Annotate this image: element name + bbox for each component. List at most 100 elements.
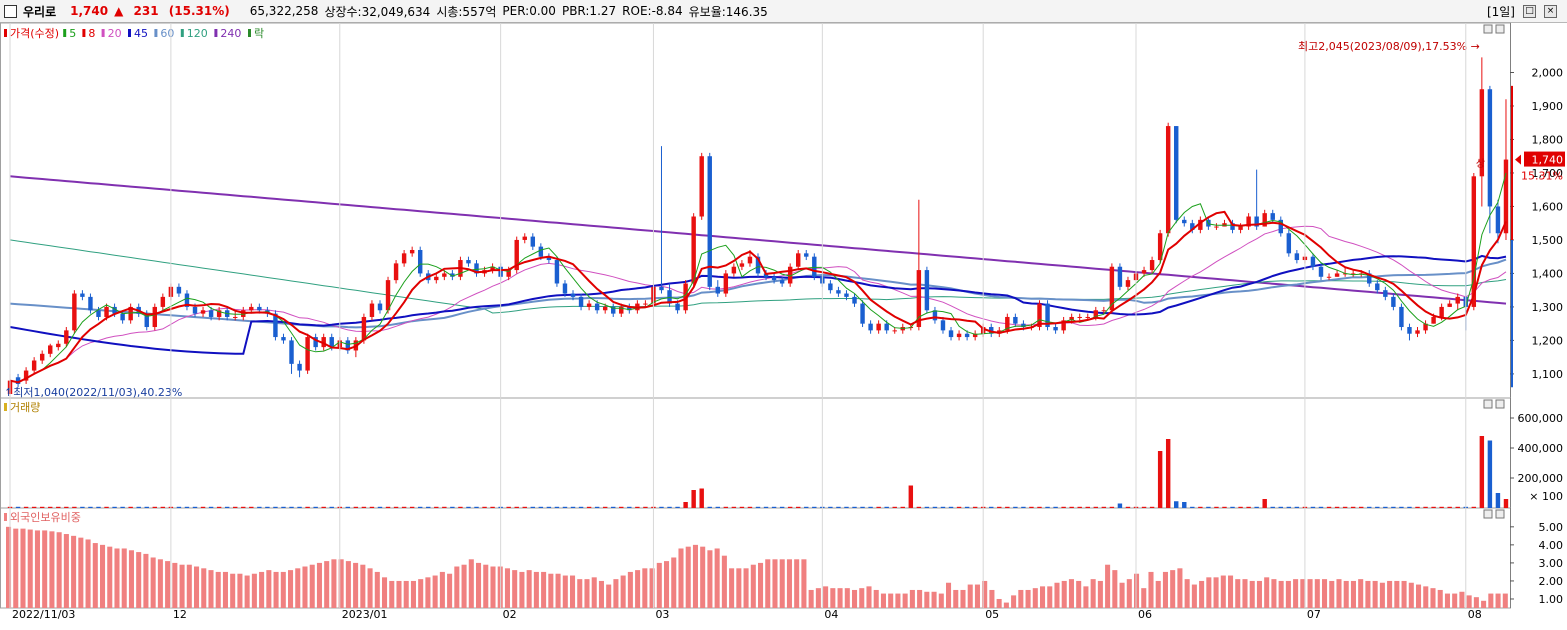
panel-close-button-1[interactable]	[1495, 399, 1505, 409]
candle-body	[200, 310, 206, 314]
foreign-bar	[815, 588, 821, 608]
volume-bar	[128, 506, 133, 508]
stock-chart[interactable]: 2,000 1,900 1,800 1,700 1,600 1,500 1,400 1,300…	[0, 22, 1567, 630]
foreign-bar	[1256, 580, 1262, 608]
foreign-bar	[721, 555, 727, 608]
candle-body	[1495, 206, 1501, 234]
foreign-bar	[302, 566, 308, 608]
foreign-bar	[700, 546, 706, 608]
float-ratio: 유보율:146.35	[688, 4, 768, 19]
candle-body	[562, 283, 568, 294]
foreign-bars	[6, 526, 1508, 608]
volume-bar	[1165, 439, 1171, 508]
foreign-bar	[533, 571, 539, 608]
x-axis-label: 04	[824, 608, 838, 621]
candle-body	[377, 303, 383, 311]
candle-body	[48, 345, 53, 354]
candle-body	[257, 306, 262, 311]
current-price: 1,740	[70, 4, 109, 18]
foreign-bar	[1025, 589, 1031, 608]
foreign-bar	[382, 577, 388, 608]
close-icon[interactable]: ×	[1544, 5, 1557, 18]
foreign-bar	[136, 552, 142, 608]
foreign-bar	[34, 530, 40, 608]
volume-bar	[1101, 506, 1107, 508]
volume-bar	[683, 502, 688, 508]
maximize-icon[interactable]: □	[1523, 5, 1536, 18]
foreign-bar	[1170, 570, 1176, 608]
foreign-bar	[1184, 579, 1190, 608]
stock-name[interactable]: 우리로	[23, 4, 57, 19]
foreign-bar	[685, 546, 691, 608]
foreign-bar	[692, 544, 698, 608]
volume-bar	[152, 506, 158, 508]
foreign-bar	[1206, 577, 1212, 608]
foreign-bar	[208, 570, 214, 608]
foreign-bar	[251, 573, 257, 608]
candle-body	[160, 296, 166, 307]
x-axis-label: 08	[1468, 608, 1482, 621]
foreign-bar	[880, 593, 886, 608]
panel-close-button-0[interactable]	[1495, 24, 1505, 34]
candle-body	[1109, 266, 1115, 311]
foreign-bar	[519, 571, 525, 608]
volume-bar	[401, 506, 407, 508]
volume-bar	[940, 506, 946, 508]
foreign-bar	[729, 568, 735, 608]
volume-bar	[1399, 506, 1404, 508]
volume-bar	[554, 506, 560, 508]
panel-minimize-button-1[interactable]	[1483, 399, 1493, 409]
candle-body	[329, 337, 334, 348]
foreign-bar	[743, 568, 749, 608]
foreign-bar	[946, 582, 952, 608]
legend-item: 5	[69, 27, 76, 40]
candle-body	[15, 377, 21, 384]
foreign-bar	[179, 564, 185, 608]
candle-body	[747, 256, 753, 264]
volume-bar	[305, 506, 310, 508]
volume-bar	[1447, 506, 1452, 508]
candle-body	[1198, 219, 1203, 230]
legend-swatch	[154, 29, 158, 37]
foreign-bar	[324, 561, 330, 608]
foreign-bar	[396, 580, 402, 608]
period-selector[interactable]: [1일]	[1486, 5, 1515, 19]
panel-minimize-button-0[interactable]	[1483, 24, 1493, 34]
volume-bar	[1141, 506, 1147, 508]
candle-body	[1503, 159, 1509, 234]
candle-body	[1407, 327, 1412, 334]
foreign-bar	[1126, 579, 1132, 608]
select-checkbox[interactable]	[4, 4, 17, 18]
foreign-bar	[1097, 580, 1103, 608]
foreign-bar	[490, 566, 496, 608]
candle-body	[691, 216, 696, 284]
per-value: PER:0.00	[502, 4, 556, 18]
foreign-bar	[1040, 586, 1046, 608]
panel-minimize-button-2[interactable]	[1483, 509, 1493, 519]
foreign-bar	[859, 588, 865, 608]
candle-body	[1342, 273, 1348, 275]
volume-bar	[265, 506, 270, 508]
foreign-bar	[1112, 570, 1118, 608]
legend-swatch	[248, 29, 251, 37]
foreign-bar	[1300, 579, 1306, 608]
candle-body	[812, 256, 817, 277]
volume-bar	[297, 506, 302, 508]
volume-bar	[876, 506, 881, 508]
foreign-bar	[85, 539, 91, 608]
foreign-bar	[150, 557, 156, 608]
foreign-bar	[1452, 593, 1458, 608]
volume-bar	[924, 506, 930, 508]
foreign-bar	[1155, 580, 1161, 608]
panel-close-button-2[interactable]	[1495, 509, 1505, 519]
candle-body	[1182, 219, 1187, 224]
candle-body	[474, 263, 479, 274]
panel-frame-0	[0, 22, 1511, 399]
candle-body	[731, 266, 737, 274]
foreign-bar	[996, 598, 1002, 608]
foreign-bar	[418, 579, 424, 608]
foreign-bar	[888, 593, 894, 608]
foreign-bar	[584, 579, 590, 608]
foreign-bar	[1379, 582, 1385, 608]
foreign-bar	[483, 564, 489, 608]
